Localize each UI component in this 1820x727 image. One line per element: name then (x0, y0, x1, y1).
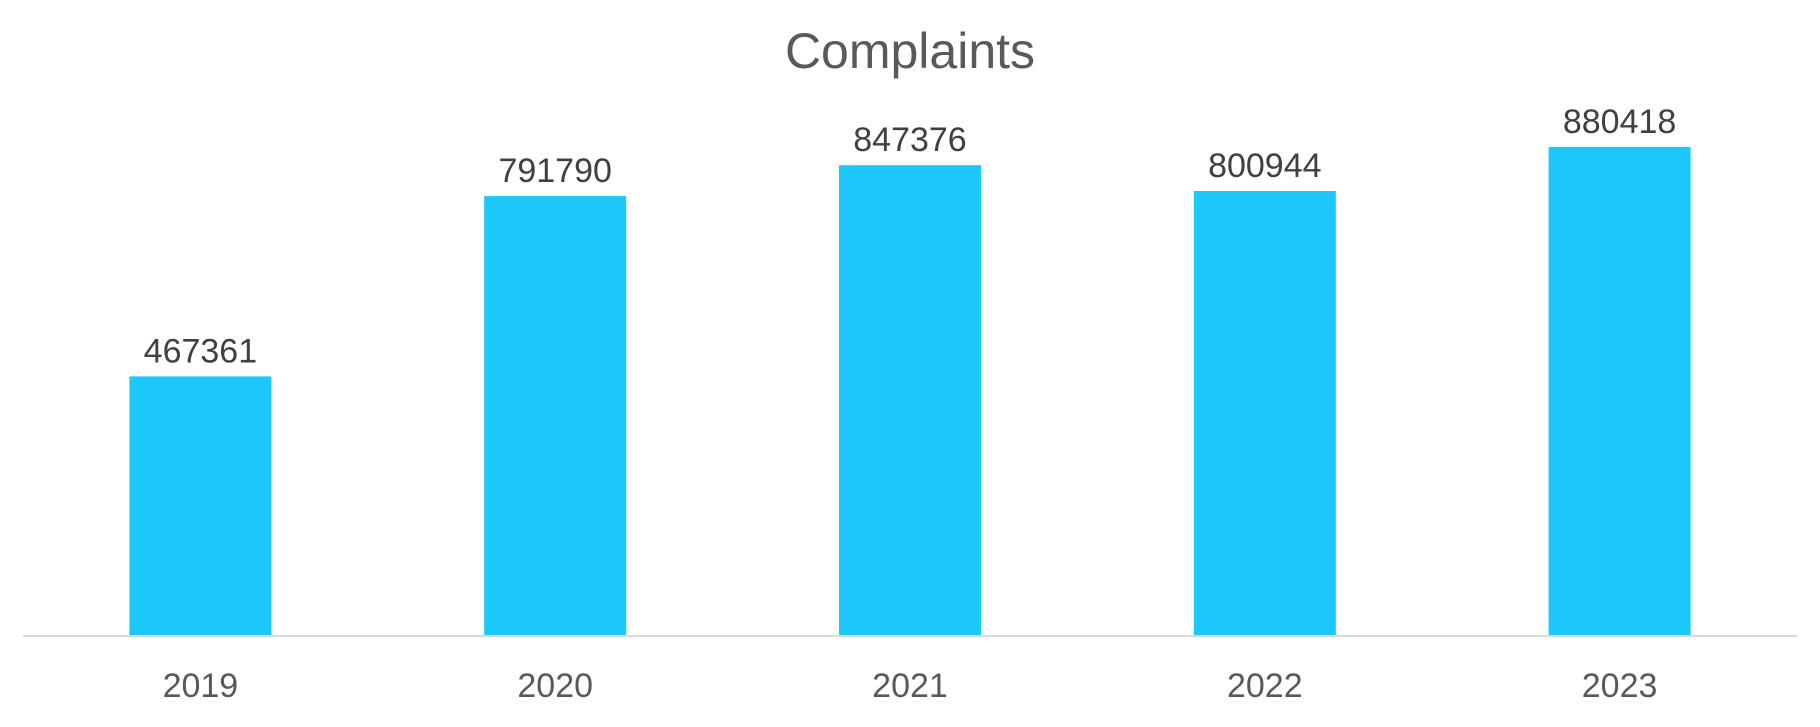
data-label-2019: 467361 (144, 332, 257, 370)
x-tick-label-2019: 2019 (163, 667, 239, 705)
x-tick-label-2023: 2023 (1582, 667, 1658, 705)
x-tick-labels-group: 2019 2020 2021 2022 2023 (163, 667, 1658, 705)
bar-2019 (129, 376, 272, 636)
x-tick-label-2020: 2020 (517, 667, 593, 705)
bar-2022 (1193, 191, 1336, 636)
data-label-2021: 847376 (853, 121, 966, 159)
x-tick-label-2021: 2021 (872, 667, 948, 705)
data-label-2022: 800944 (1208, 147, 1321, 185)
data-labels-group: 467361 791790 847376 800944 880418 (144, 103, 1677, 371)
bar-2023 (1548, 146, 1691, 636)
bar-2020 (484, 196, 627, 636)
bar-2021 (839, 165, 981, 636)
data-label-2020: 791790 (498, 152, 611, 190)
chart-title: Complaints (785, 23, 1035, 79)
bars-group (129, 146, 1691, 636)
data-label-2023: 880418 (1563, 103, 1676, 141)
x-tick-label-2022: 2022 (1227, 667, 1303, 705)
